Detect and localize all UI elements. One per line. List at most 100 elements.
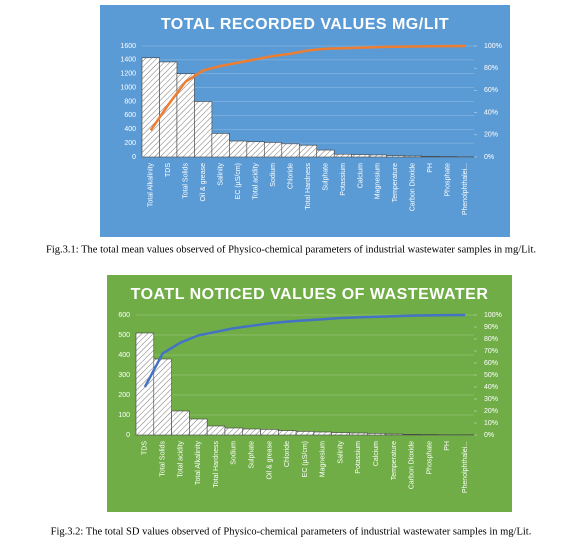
x-tick-label: Temperature (391, 441, 398, 480)
x-tick-label: Calcium (373, 441, 380, 466)
x-tick-label: Total Hardness (305, 163, 312, 210)
y2-tick-label: 30% (484, 396, 498, 403)
bar (206, 425, 226, 436)
bar (316, 149, 335, 158)
bar (242, 428, 261, 436)
y-tick-label: 600 (124, 112, 136, 119)
x-tick-label: Sulphate (248, 441, 255, 469)
bar (171, 410, 190, 436)
x-tick-label: EC (µS/cm) (235, 163, 242, 199)
y2-tick-label: 70% (484, 348, 498, 355)
bar (368, 154, 387, 158)
y2-tick-label: 80% (484, 65, 498, 72)
y-tick-label: 400 (124, 126, 136, 133)
bar (298, 144, 318, 158)
bar (211, 133, 230, 158)
y2-tick-label: 10% (484, 420, 498, 427)
x-tick-label: Total Solids (160, 441, 167, 477)
x-tick-label: Chloride (287, 163, 294, 189)
x-tick-label: Total acidity (252, 163, 259, 200)
x-tick-label: Phosphate (426, 441, 433, 475)
bar (333, 153, 352, 158)
y-tick-label: 1400 (120, 57, 136, 64)
x-tick-label: Oil & grease (200, 163, 207, 202)
chart-title: TOTAL RECORDED VALUES MG/LIT (161, 16, 449, 33)
bar (386, 155, 405, 158)
x-tick-label: Oil & grease (266, 441, 273, 480)
bar (194, 101, 213, 158)
x-tick-label: Phosphate (445, 163, 452, 197)
y2-tick-label: 0% (484, 432, 494, 439)
y-tick-label: 500 (118, 332, 130, 339)
x-tick-label: PH (427, 163, 434, 173)
bar (281, 143, 300, 158)
y2-tick-label: 20% (484, 132, 498, 139)
bar (229, 140, 248, 158)
x-tick-label: Sodium (231, 441, 238, 465)
cumulative-line (149, 44, 466, 132)
y-tick-label: 1000 (120, 84, 136, 91)
x-tick-label: TDS (165, 163, 172, 177)
y2-tick-label: 60% (484, 87, 498, 94)
y2-tick-label: 0% (484, 154, 494, 161)
y2-tick-label: 100% (484, 312, 502, 319)
x-tick-label: EC (µS/cm) (302, 441, 309, 477)
x-tick-label: Carbon Dioxide (409, 441, 416, 489)
bar (313, 431, 332, 436)
x-tick-label: Potassium (355, 441, 362, 474)
y2-tick-label: 100% (484, 43, 502, 50)
bar (278, 430, 297, 436)
x-tick-label: Temperature (392, 163, 399, 202)
y-tick-label: 200 (118, 392, 130, 399)
y-tick-label: 800 (124, 98, 136, 105)
bar (366, 433, 386, 436)
chart-title: TOATL NOTICED VALUES OF WASTEWATER (131, 286, 489, 303)
y2-tick-label: 80% (484, 336, 498, 343)
x-tick-label: Carbon Dioxide (410, 163, 417, 211)
bar (384, 433, 404, 436)
bar (421, 156, 440, 158)
bar (351, 154, 370, 158)
y-tick-label: 1600 (120, 43, 136, 50)
bar (189, 418, 208, 436)
x-tick-label: PH (444, 441, 451, 451)
bar (246, 141, 265, 158)
y-tick-label: 100 (118, 412, 130, 419)
x-tick-label: Sodium (270, 163, 277, 187)
bar (331, 432, 350, 436)
x-tick-label: Total Solids (183, 163, 190, 199)
x-tick-label: Total acidity (177, 441, 184, 478)
bar (224, 427, 244, 436)
x-tick-label: TDS (142, 441, 149, 455)
x-tick-label: Chloride (284, 441, 291, 467)
x-tick-label: Salinity (337, 441, 344, 464)
y2-tick-label: 50% (484, 372, 498, 379)
x-tick-label: Magnesium (320, 441, 327, 477)
x-tick-label: Phenolphthalei... (462, 163, 469, 215)
x-tick-label: Total Alkalinity (195, 441, 202, 485)
x-tick-label: Total Alkalinity (148, 163, 155, 207)
x-tick-label: Salinity (217, 163, 224, 186)
bar (295, 431, 315, 436)
bar (403, 155, 422, 158)
y2-tick-label: 20% (484, 408, 498, 415)
y-tick-label: 0 (132, 154, 136, 161)
bar (153, 358, 172, 436)
x-tick-label: Sulphate (322, 163, 329, 191)
bar (264, 142, 283, 158)
x-tick-label: Magnesium (375, 163, 382, 199)
bar (135, 332, 155, 436)
y2-tick-label: 90% (484, 324, 498, 331)
x-tick-label: Calcium (357, 163, 364, 188)
cumulative-line (143, 313, 466, 388)
y2-tick-label: 60% (484, 360, 498, 367)
bar (402, 434, 421, 436)
y-tick-label: 1200 (120, 71, 136, 78)
y2-tick-label: 40% (484, 109, 498, 116)
bar (176, 73, 195, 158)
y-tick-label: 200 (124, 140, 136, 147)
bar (159, 61, 178, 158)
y2-tick-label: 40% (484, 384, 498, 391)
y-tick-label: 0 (126, 432, 130, 439)
